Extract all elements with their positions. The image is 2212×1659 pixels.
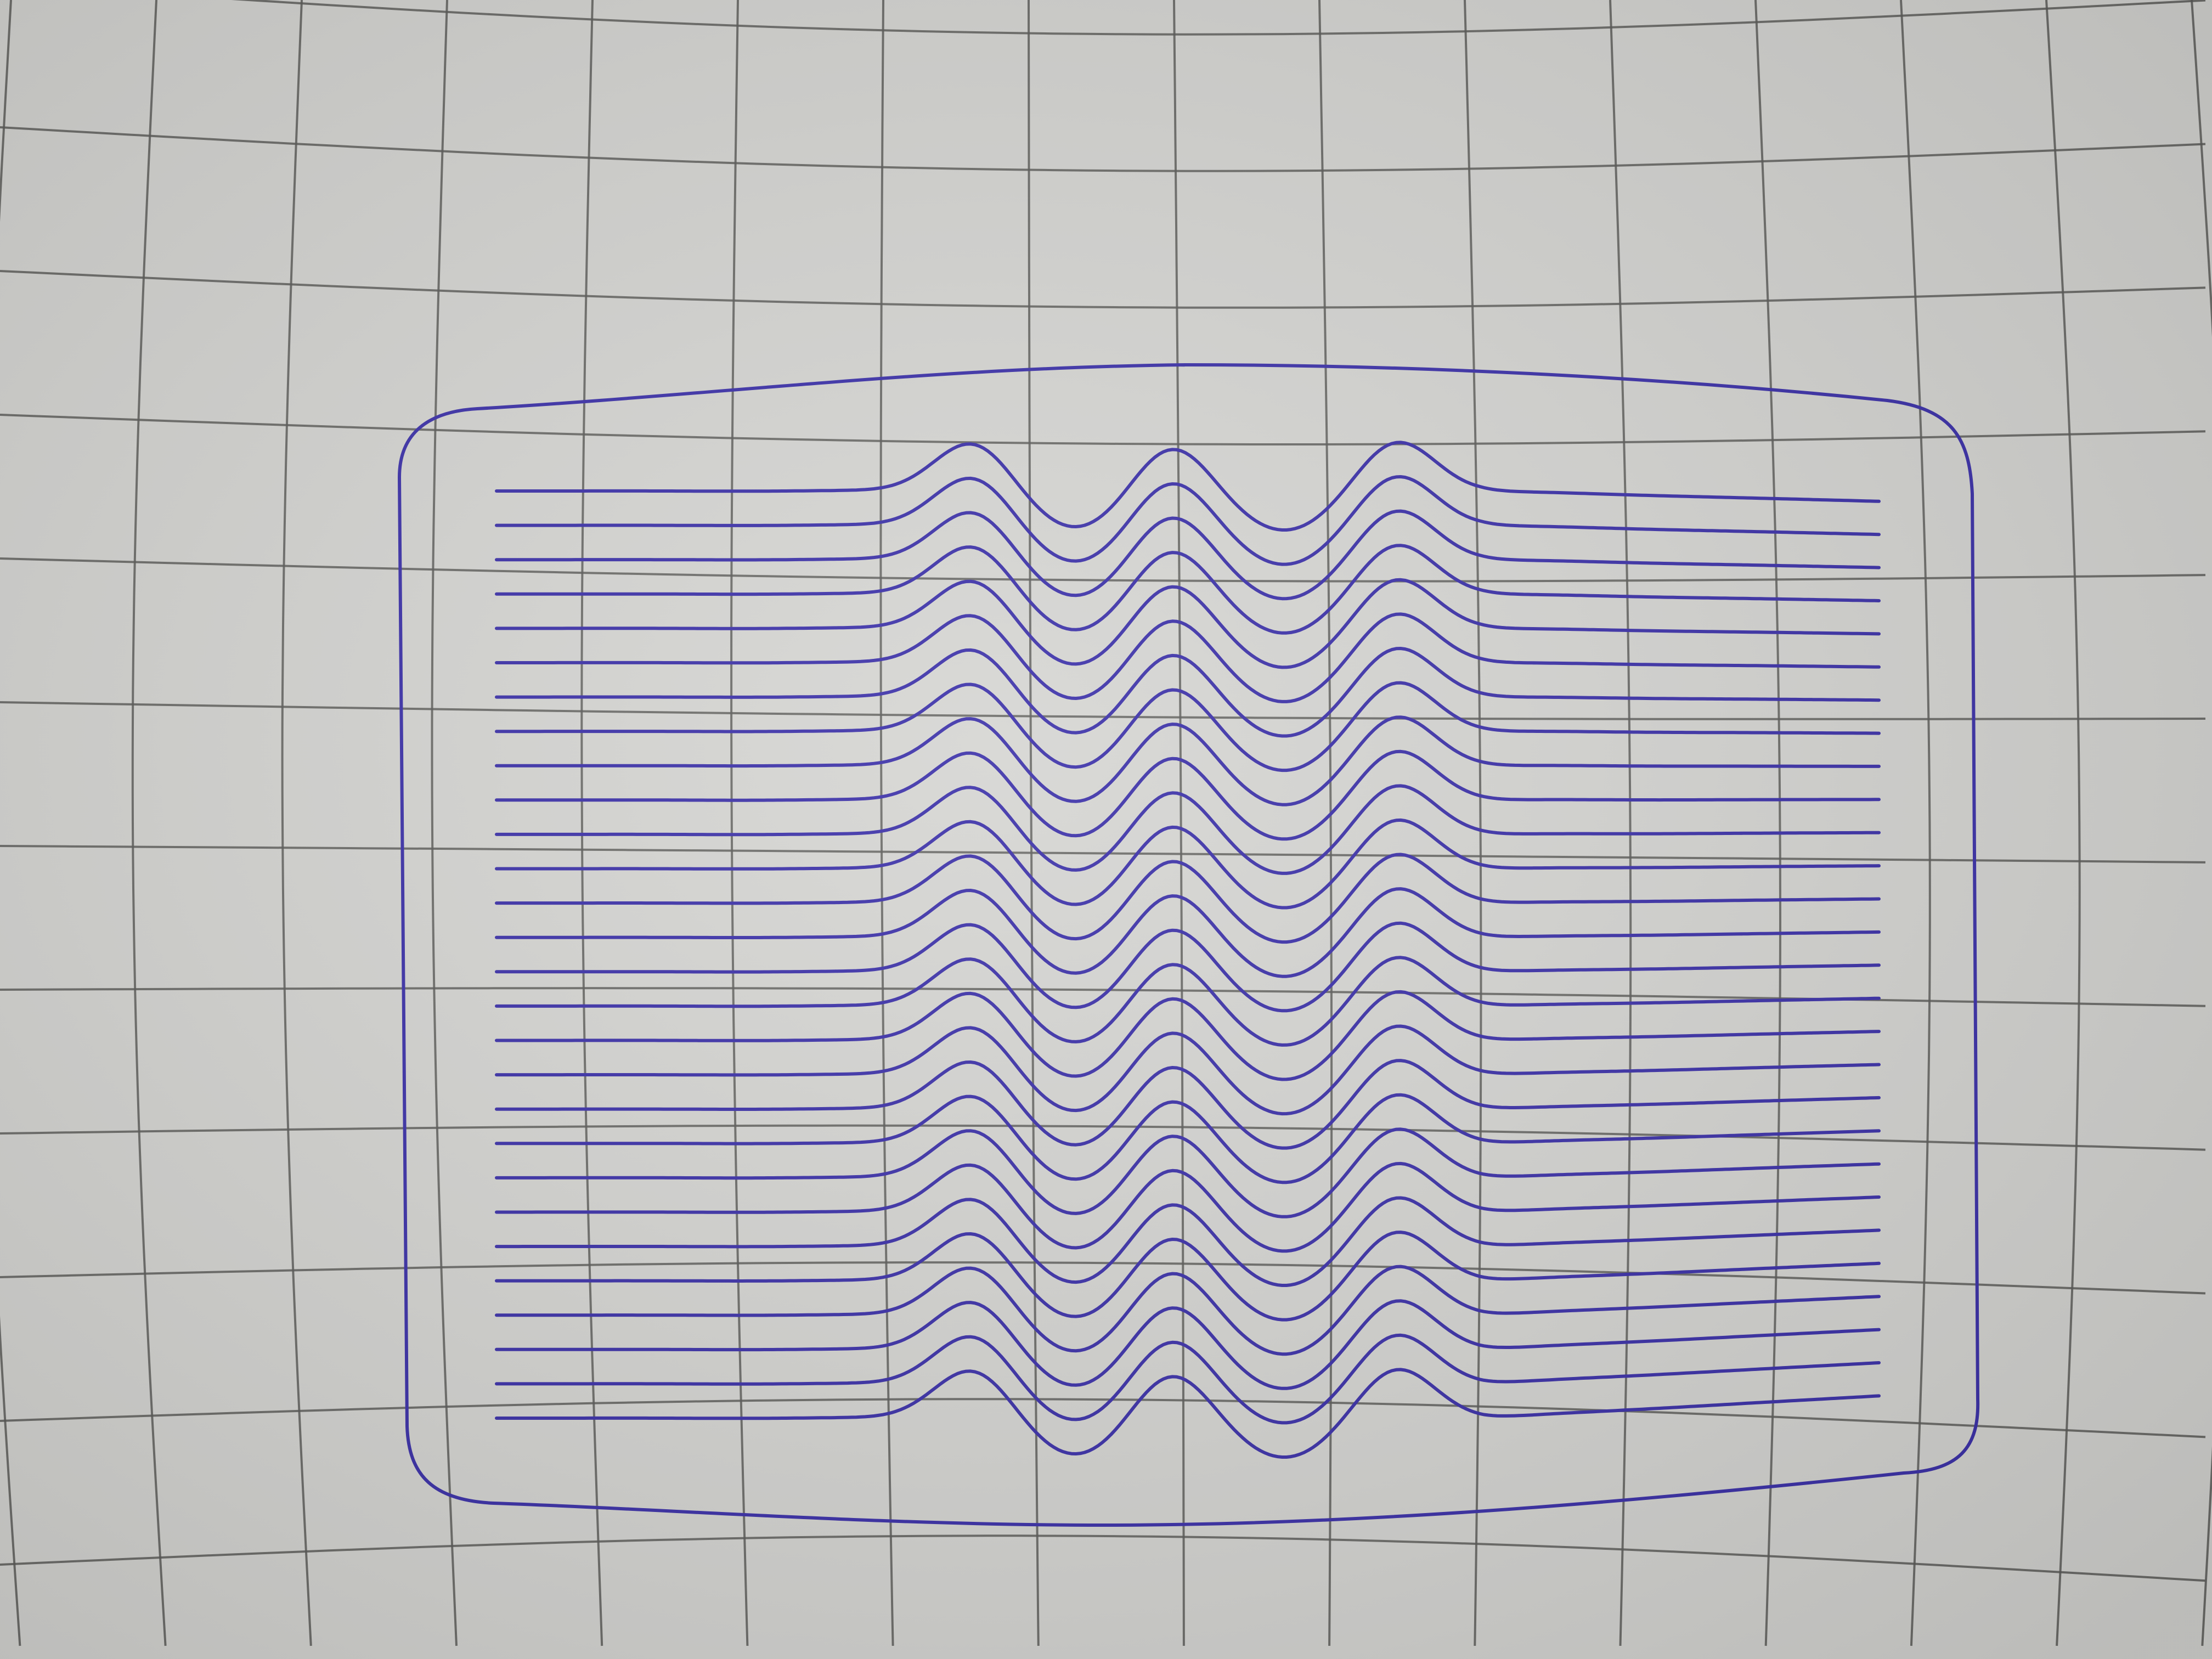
- photo-stage: [0, 0, 2212, 1659]
- photo-canvas: [0, 0, 2212, 1659]
- lighting-vignette: [0, 0, 2212, 1659]
